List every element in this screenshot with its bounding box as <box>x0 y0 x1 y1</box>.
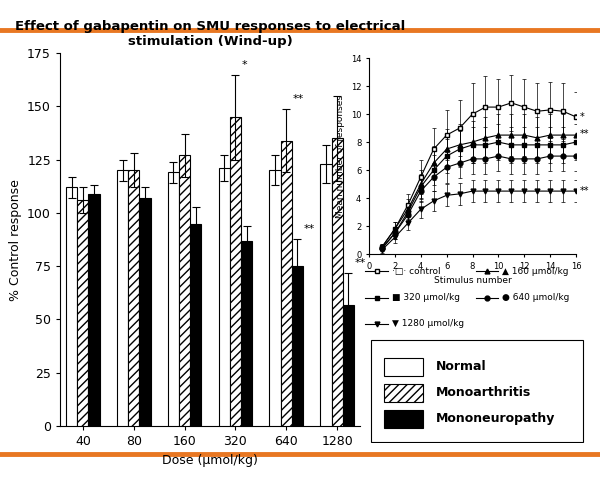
Bar <box>168 172 179 426</box>
Text: Monoarthritis: Monoarthritis <box>436 386 531 399</box>
Bar <box>241 241 252 426</box>
Bar <box>320 164 332 426</box>
Bar <box>128 170 139 426</box>
Bar <box>384 409 423 428</box>
Bar <box>190 224 202 426</box>
Text: ▲ 160 μmol/kg: ▲ 160 μmol/kg <box>503 267 569 276</box>
Text: *: * <box>242 60 247 70</box>
Text: **: ** <box>580 186 589 196</box>
Text: *: * <box>580 112 584 122</box>
Text: **: ** <box>355 258 366 268</box>
Bar <box>292 266 303 426</box>
Text: Medscape®: Medscape® <box>8 6 96 19</box>
Y-axis label: Mean number of responses: Mean number of responses <box>337 94 346 218</box>
Bar <box>269 170 281 426</box>
Y-axis label: % Control response: % Control response <box>8 179 22 301</box>
Text: **: ** <box>580 129 589 139</box>
Text: Normal: Normal <box>436 361 487 373</box>
FancyBboxPatch shape <box>371 340 583 442</box>
X-axis label: Stimulus number: Stimulus number <box>434 276 511 285</box>
Bar <box>218 168 230 426</box>
X-axis label: Dose (μmol/kg): Dose (μmol/kg) <box>162 454 258 467</box>
Bar <box>77 200 88 426</box>
Text: **: ** <box>304 224 315 234</box>
Text: **: ** <box>292 94 304 105</box>
Bar <box>343 304 354 426</box>
Bar <box>117 170 128 426</box>
Bar <box>230 117 241 426</box>
Bar <box>281 140 292 426</box>
Text: ■ 320 μmol/kg: ■ 320 μmol/kg <box>392 293 460 302</box>
Bar <box>179 155 190 426</box>
Bar <box>332 138 343 426</box>
Title: Effect of gabapentin on SMU responses to electrical
stimulation (Wind-up): Effect of gabapentin on SMU responses to… <box>15 20 405 48</box>
Text: ▼ 1280 μmol/kg: ▼ 1280 μmol/kg <box>392 319 464 329</box>
Bar <box>384 358 423 376</box>
Text: Source: J Neuroinflammation © 1999-2007 BioMed Central Ltd: Source: J Neuroinflammation © 1999-2007 … <box>262 468 588 478</box>
Bar <box>66 187 77 426</box>
Text: ·□· control: ·□· control <box>392 267 441 276</box>
Text: www.medscape.com: www.medscape.com <box>180 6 301 19</box>
Bar <box>88 194 100 426</box>
Text: Mononeuropathy: Mononeuropathy <box>436 412 556 425</box>
Text: ● 640 μmol/kg: ● 640 μmol/kg <box>503 293 570 302</box>
Bar <box>384 383 423 402</box>
Bar <box>139 198 151 426</box>
